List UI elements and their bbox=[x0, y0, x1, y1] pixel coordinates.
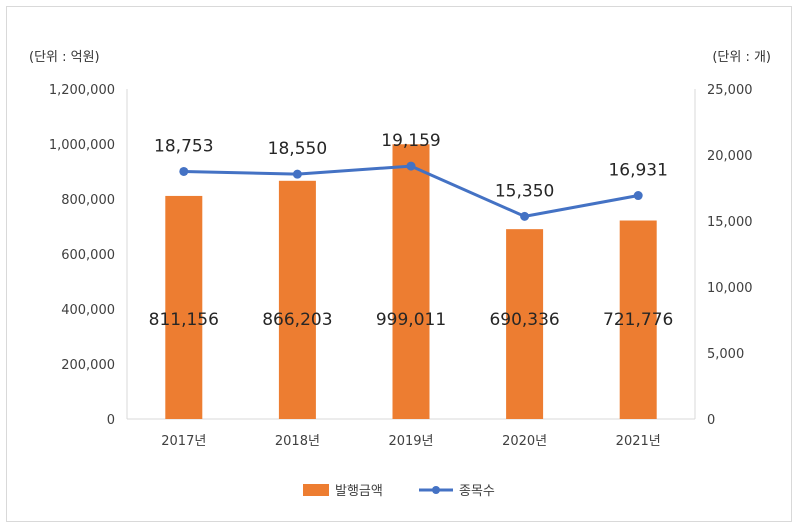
left-axis-tick-label: 400,000 bbox=[61, 303, 115, 318]
bar bbox=[165, 195, 203, 419]
line-data-label: 18,550 bbox=[268, 139, 327, 159]
left-axis-tick-label: 800,000 bbox=[61, 193, 115, 208]
bar bbox=[278, 180, 316, 419]
line-data-label: 18,753 bbox=[154, 136, 213, 156]
line-point bbox=[179, 166, 189, 176]
right-axis-ticks: 0 5,000 10,000 15,000 20,000 25,000 bbox=[707, 83, 753, 428]
right-axis-tick-label: 0 bbox=[707, 413, 715, 428]
x-axis-tick-label: 2017년 bbox=[161, 434, 206, 449]
left-axis-ticks: 0 200,000 400,000 600,000 800,000 1,000,000 1,… bbox=[49, 83, 115, 428]
left-axis-tick-label: 1,000,000 bbox=[49, 138, 115, 153]
bar-data-label: 690,336 bbox=[489, 310, 559, 330]
combo-chart: (단위 : 억원) (단위 : 개) 0 200,000 400,000 600,00… bbox=[29, 50, 771, 499]
right-axis-tick-label: 20,000 bbox=[707, 149, 753, 164]
line-point bbox=[633, 191, 643, 201]
bar-series bbox=[165, 144, 657, 419]
left-axis-tick-label: 200,000 bbox=[61, 358, 115, 373]
legend-line-label: 종목수 bbox=[459, 484, 495, 499]
right-axis-tick-label: 25,000 bbox=[707, 83, 753, 98]
x-axis-tick-label: 2018년 bbox=[275, 434, 320, 449]
right-axis-unit: (단위 : 개) bbox=[712, 50, 771, 65]
legend: 발행금액 종목수 bbox=[303, 483, 495, 499]
line-data-label: 19,159 bbox=[381, 131, 440, 151]
chart-frame: (단위 : 억원) (단위 : 개) 0 200,000 400,000 600,00… bbox=[6, 6, 792, 522]
left-axis-tick-label: 600,000 bbox=[61, 248, 115, 263]
legend-bar-label: 발행금액 bbox=[335, 483, 383, 499]
bar-data-labels: 811,156 866,203 999,011 690,336 721,776 bbox=[149, 310, 674, 330]
line-point bbox=[520, 211, 530, 221]
right-axis-tick-label: 15,000 bbox=[707, 215, 753, 230]
legend-bar-swatch bbox=[303, 484, 329, 496]
left-axis-unit: (단위 : 억원) bbox=[29, 50, 100, 65]
line-data-label: 16,931 bbox=[608, 161, 667, 181]
x-axis-tick-label: 2021년 bbox=[616, 434, 661, 449]
bar bbox=[619, 220, 657, 419]
bar-data-label: 721,776 bbox=[603, 310, 673, 330]
left-axis-tick-label: 1,200,000 bbox=[49, 83, 115, 98]
x-axis-tick-label: 2020년 bbox=[502, 434, 547, 449]
x-axis-ticks: 2017년 2018년 2019년 2020년 2021년 bbox=[161, 434, 660, 449]
line-series bbox=[179, 161, 643, 221]
right-axis-tick-label: 10,000 bbox=[707, 281, 753, 296]
right-axis-tick-label: 5,000 bbox=[707, 347, 744, 362]
line-data-labels: 18,753 18,550 19,159 15,350 16,931 bbox=[154, 131, 668, 201]
x-axis-tick-label: 2019년 bbox=[388, 434, 433, 449]
line-point bbox=[406, 161, 416, 171]
bar bbox=[506, 229, 544, 419]
line-point bbox=[292, 169, 302, 179]
legend-line-marker bbox=[432, 486, 440, 494]
bar-data-label: 999,011 bbox=[376, 310, 446, 330]
bar bbox=[392, 144, 430, 419]
line-data-label: 15,350 bbox=[495, 181, 554, 201]
bar-data-label: 866,203 bbox=[262, 310, 332, 330]
bar-data-label: 811,156 bbox=[149, 310, 219, 330]
left-axis-tick-label: 0 bbox=[107, 413, 115, 428]
